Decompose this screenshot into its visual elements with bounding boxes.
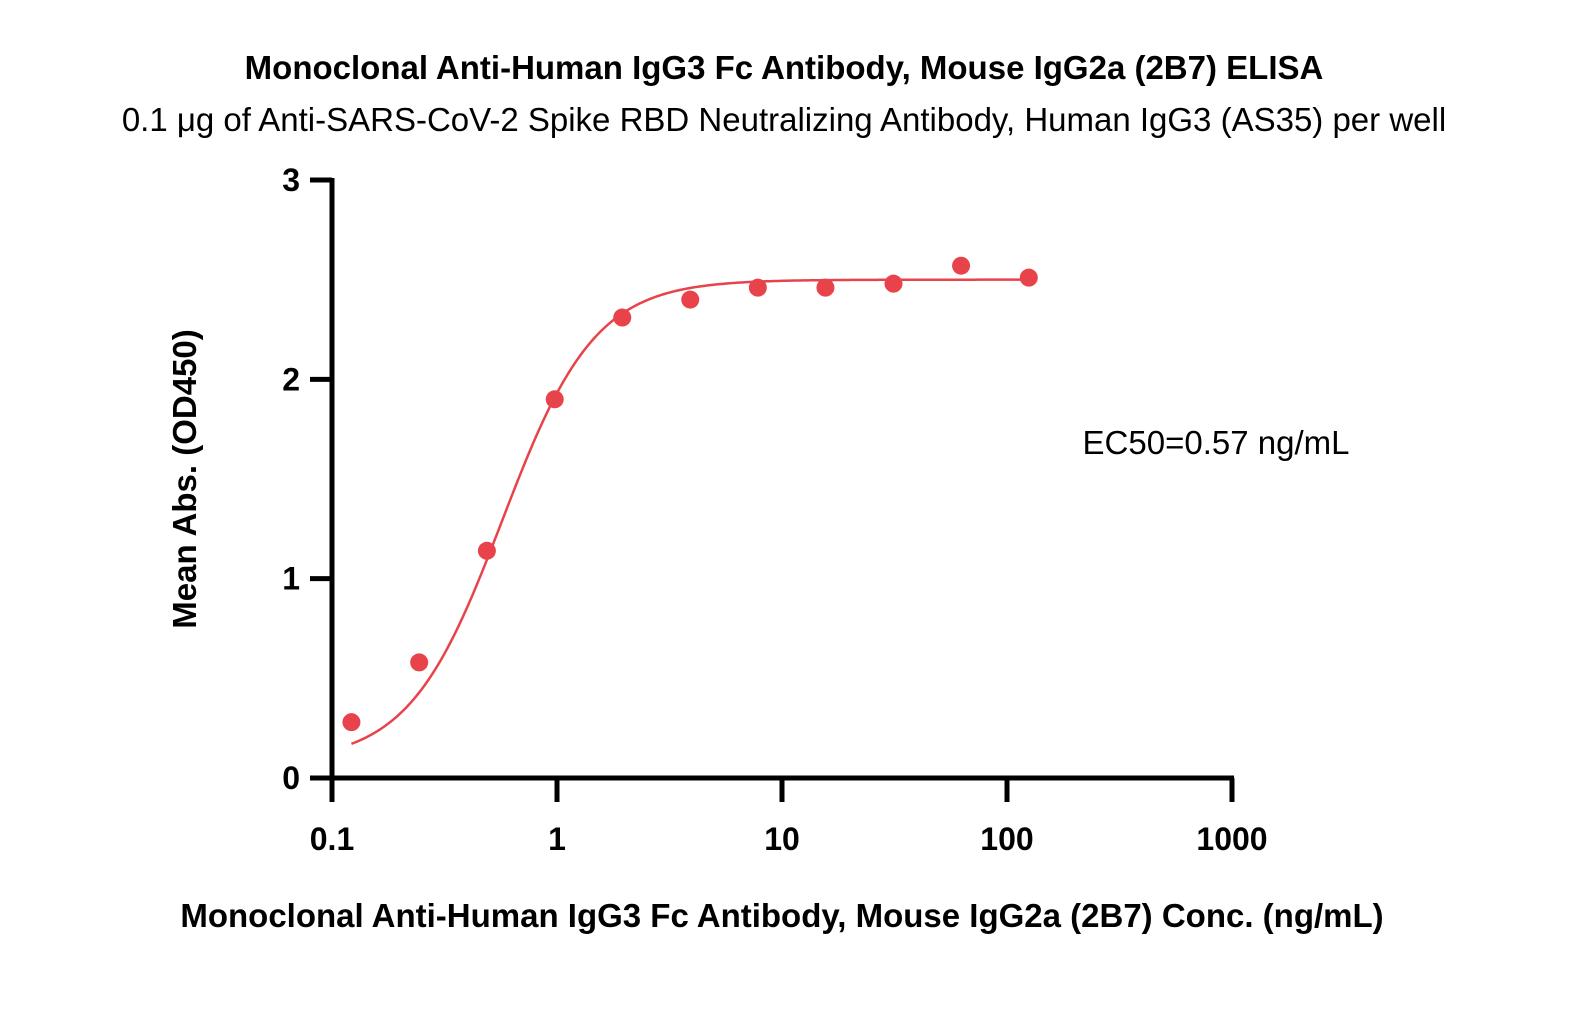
data-point [545, 390, 564, 409]
y-tick-label: 1 [282, 561, 300, 597]
x-axis-label: Monoclonal Anti-Human IgG3 Fc Antibody, … [180, 897, 1383, 934]
axes: 0 1 2 3 0.1 1 10 100 1000 [282, 162, 1267, 857]
data-point [816, 278, 835, 297]
ec50-annotation: EC50=0.57 ng/mL [1083, 424, 1350, 461]
y-tick-label: 0 [282, 760, 300, 796]
x-tick-label: 1000 [1196, 821, 1267, 857]
y-tick-label: 2 [282, 361, 300, 397]
chart-title: Monoclonal Anti-Human IgG3 Fc Antibody, … [245, 49, 1324, 86]
data-point [681, 290, 700, 309]
x-tick-label: 100 [980, 821, 1033, 857]
x-tick-label: 0.1 [310, 821, 354, 857]
data-point [342, 713, 361, 732]
data-point [410, 653, 429, 672]
y-ticks: 0 1 2 3 [282, 162, 332, 796]
y-tick-label: 3 [282, 162, 300, 198]
x-ticks: 0.1 1 10 100 1000 [310, 778, 1268, 857]
data-point [884, 274, 903, 293]
data-point [1019, 268, 1038, 287]
fit-curve [350, 278, 1029, 745]
plot-area [342, 256, 1038, 745]
data-point [477, 541, 496, 560]
data-point [952, 256, 971, 275]
y-axis-label: Mean Abs. (OD450) [166, 329, 203, 629]
data-points [342, 256, 1038, 732]
data-point [613, 308, 632, 327]
x-tick-label: 1 [548, 821, 566, 857]
x-tick-label: 10 [764, 821, 800, 857]
data-point [748, 278, 767, 297]
chart-subtitle: 0.1 μg of Anti-SARS-CoV-2 Spike RBD Neut… [122, 101, 1446, 138]
